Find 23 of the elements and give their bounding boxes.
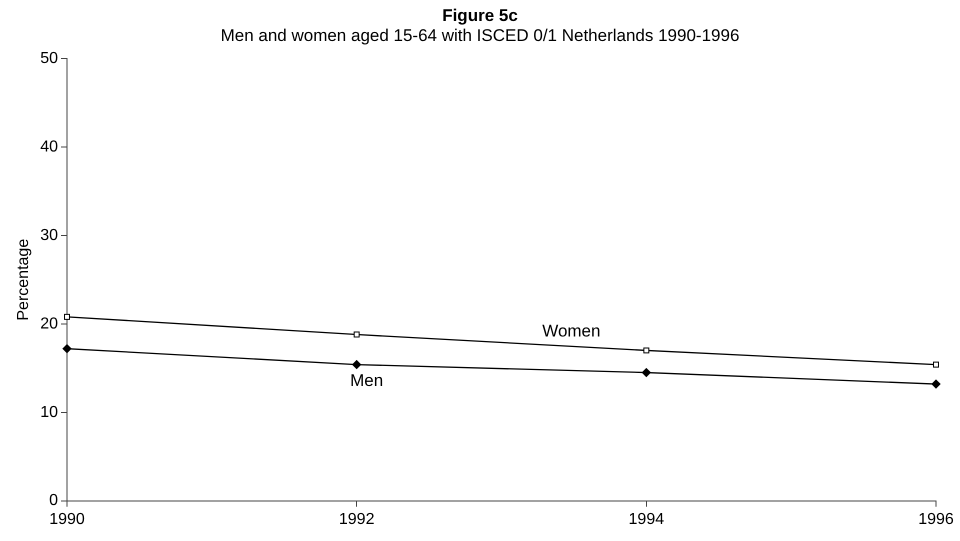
y-tick-label: 20: [40, 315, 58, 332]
point: [354, 332, 360, 338]
y-tick-label: 30: [40, 226, 58, 244]
point: [352, 360, 362, 370]
y-tick-label: 0: [49, 492, 58, 510]
point: [643, 347, 650, 354]
point: [932, 380, 940, 389]
y-tick-label: 40: [40, 138, 58, 156]
chart-subtitle: Men and women aged 15-64 with ISCED 0/1 Netherlands 1990-1996: [220, 26, 740, 46]
y-tick-label: 50: [40, 50, 58, 68]
y-axis-title: Percentage: [15, 238, 32, 321]
point: [64, 314, 70, 320]
x-tick-label: 1994: [628, 510, 664, 528]
series-label: Women: [542, 322, 600, 341]
x-tick-label: 1992: [338, 510, 375, 528]
y-tick-label: 10: [40, 404, 58, 421]
series-label: Men: [350, 370, 384, 390]
point: [933, 362, 939, 368]
x-tick-label: 1990: [49, 510, 85, 528]
x-tick-label: 1996: [918, 510, 954, 528]
chart-title: Figure 5c: [441, 6, 519, 26]
point: [62, 344, 72, 354]
point: [642, 368, 651, 378]
